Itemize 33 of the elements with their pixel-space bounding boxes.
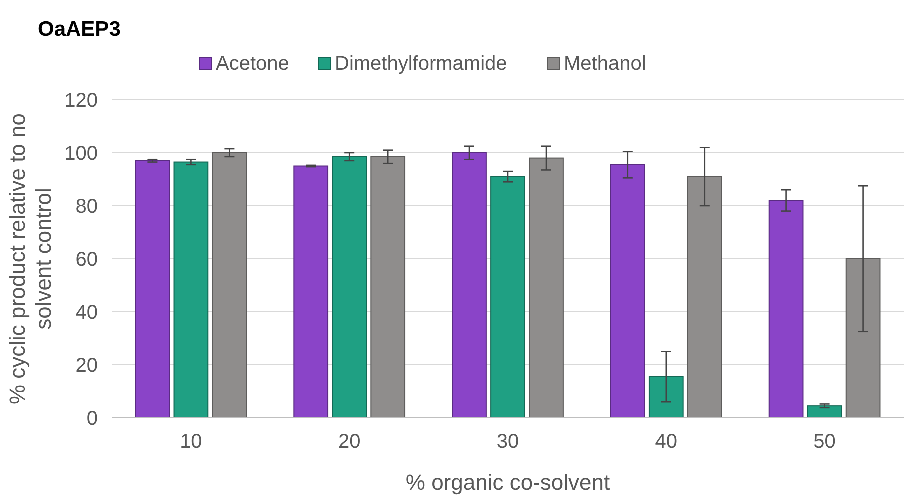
bar <box>332 156 368 418</box>
y-axis-title: % cyclic product relative to no solvent control <box>5 113 56 405</box>
x-tick-label: 40 <box>655 431 678 453</box>
bar <box>610 164 646 418</box>
legend-label: Dimethylformamide <box>335 53 508 75</box>
y-tick-label: 20 <box>76 355 98 377</box>
bar <box>807 406 842 418</box>
y-tick-label: 100 <box>64 143 98 165</box>
bar <box>370 156 406 418</box>
x-tick-label: 20 <box>338 431 361 453</box>
y-tick-label: 120 <box>64 90 98 112</box>
x-tick-label: 10 <box>180 431 202 453</box>
bar <box>846 258 881 418</box>
y-tick-label: 80 <box>76 196 98 218</box>
bar <box>768 200 804 418</box>
legend-label: Acetone <box>216 53 290 75</box>
legend-label: Methanol <box>564 53 646 75</box>
x-tick-label: 50 <box>814 431 836 453</box>
bar <box>174 162 209 418</box>
bar <box>294 166 329 418</box>
x-axis-title: % organic co-solvent <box>406 470 610 495</box>
bar <box>687 176 722 418</box>
x-tick-label: 30 <box>496 431 520 453</box>
chart-title: OaAEP3 <box>38 18 121 41</box>
y-tick-label: 0 <box>86 408 98 430</box>
y-tick-label: 60 <box>76 249 98 271</box>
bar <box>135 160 170 418</box>
bar <box>490 176 526 418</box>
bar <box>212 152 248 418</box>
bar <box>529 158 564 418</box>
bar <box>452 152 487 418</box>
bar <box>648 376 684 418</box>
y-tick-label: 40 <box>76 302 98 324</box>
